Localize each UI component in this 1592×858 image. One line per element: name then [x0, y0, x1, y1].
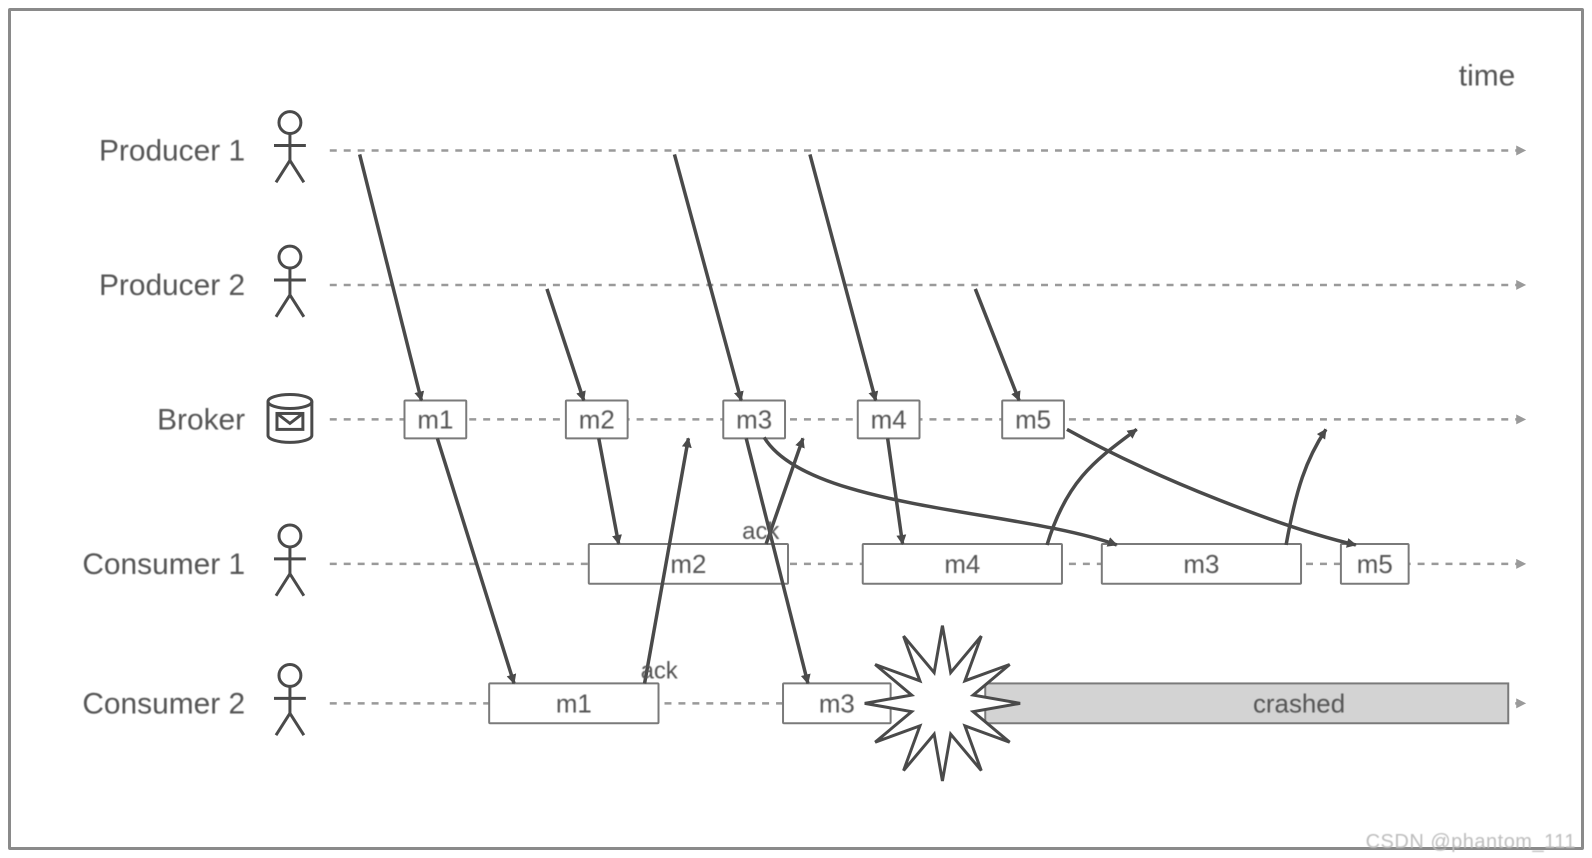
- ack-label: ack: [641, 657, 678, 684]
- arrow: [810, 154, 876, 400]
- diagram-svg: time Producer 1 Producer 2 Broker Consumer 1…: [11, 11, 1581, 850]
- msg-label-m3: m3: [736, 406, 772, 434]
- lane-label-p1: Producer 1: [99, 134, 245, 167]
- arrow: [599, 438, 619, 544]
- lane-label-br: Broker: [157, 403, 245, 436]
- arrow: [674, 154, 741, 400]
- msg-label-c2m1: m1: [556, 690, 592, 718]
- arrow-curve: [1067, 429, 1356, 545]
- arrow: [888, 438, 903, 544]
- crash-burst-icon: [865, 626, 1020, 781]
- person-icon: [274, 664, 306, 735]
- lane-label-c2: Consumer 2: [82, 687, 245, 720]
- time-label: time: [1459, 60, 1515, 93]
- lane-label-p2: Producer 2: [99, 269, 245, 302]
- panel-border: time Producer 1 Producer 2 Broker Consumer 1…: [8, 8, 1584, 850]
- arrow-curve: [1047, 429, 1137, 545]
- ack-label: ack: [742, 518, 779, 545]
- arrow: [547, 289, 584, 401]
- person-icon: [274, 246, 306, 317]
- msg-label-c2m3: m3: [819, 690, 855, 718]
- arrow: [975, 289, 1019, 401]
- arrow-curve: [764, 437, 1117, 545]
- arrow: [360, 154, 422, 400]
- lane-label-c1: Consumer 1: [82, 548, 245, 581]
- msg-label-m1: m1: [417, 406, 453, 434]
- crashed-box: [985, 683, 1508, 723]
- person-icon: [274, 112, 306, 183]
- msg-label-m4: m4: [871, 406, 907, 434]
- msg-label-c1m4: m4: [944, 551, 980, 579]
- person-icon: [274, 525, 306, 596]
- watermark: CSDN @phantom_111: [1366, 831, 1576, 854]
- msg-label-c1m2: m2: [670, 551, 706, 579]
- msg-label-c1m5: m5: [1357, 551, 1393, 579]
- broker-icon: [268, 395, 312, 443]
- arrow: [437, 438, 514, 683]
- msg-label-c1m3: m3: [1183, 551, 1219, 579]
- msg-label-m2: m2: [579, 406, 615, 434]
- crashed-label: crashed: [1253, 690, 1345, 718]
- diagram-root: time Producer 1 Producer 2 Broker Consumer 1…: [0, 0, 1592, 858]
- msg-label-m5: m5: [1015, 406, 1051, 434]
